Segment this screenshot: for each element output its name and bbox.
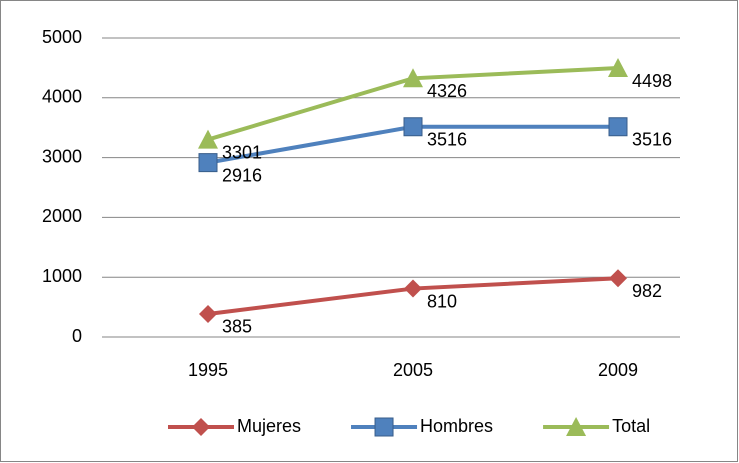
legend-label: Total	[612, 416, 650, 436]
marker	[608, 58, 628, 78]
marker	[198, 129, 218, 149]
data-label: 4498	[632, 71, 672, 91]
x-tick-label: 2005	[393, 360, 433, 380]
legend-label: Hombres	[420, 416, 493, 436]
x-tick-label: 1995	[188, 360, 228, 380]
x-tick-label: 2009	[598, 360, 638, 380]
data-label: 3516	[427, 129, 467, 149]
data-label: 385	[222, 317, 252, 337]
y-tick-label: 2000	[42, 206, 82, 226]
data-label: 3516	[632, 129, 672, 149]
marker	[608, 117, 628, 137]
marker	[198, 153, 218, 173]
data-label: 3301	[222, 142, 262, 162]
data-label: 2916	[222, 165, 262, 185]
data-label: 810	[427, 291, 457, 311]
data-label: 982	[632, 281, 662, 301]
y-tick-label: 3000	[42, 146, 82, 166]
y-tick-label: 1000	[42, 266, 82, 286]
y-tick-label: 0	[72, 326, 82, 346]
legend-marker	[374, 417, 394, 437]
marker	[403, 68, 423, 88]
legend-marker	[192, 418, 210, 436]
marker	[199, 304, 217, 323]
legend-marker	[566, 417, 587, 436]
y-tick-label: 4000	[42, 87, 82, 107]
data-label: 4326	[427, 81, 467, 101]
legend-label: Mujeres	[237, 416, 301, 436]
y-tick-label: 5000	[42, 27, 82, 47]
marker	[403, 117, 423, 137]
marker	[609, 269, 627, 288]
marker	[404, 279, 422, 298]
